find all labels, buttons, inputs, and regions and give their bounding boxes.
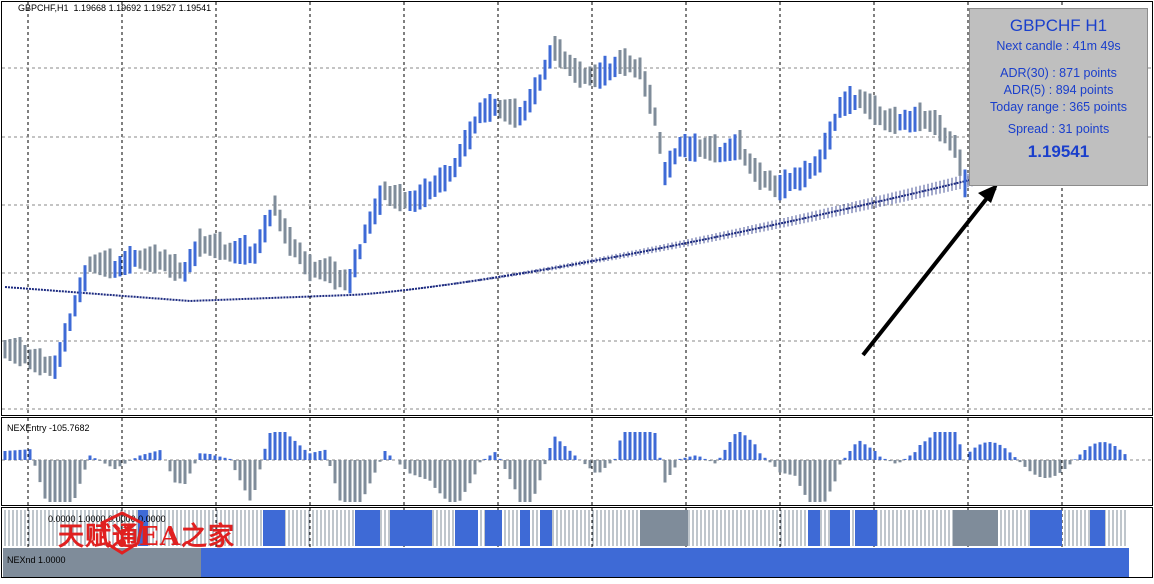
watermark-logo-icon xyxy=(100,511,144,555)
next-candle-timer: Next candle : 41m 49s xyxy=(996,39,1121,53)
trend-block xyxy=(455,510,478,546)
trend-block xyxy=(953,510,998,546)
panel-title: GBPCHF H1 xyxy=(1009,16,1108,35)
trend-block xyxy=(485,510,502,546)
adr5-value: ADR(5) : 894 points xyxy=(1003,83,1114,97)
trend-block xyxy=(138,510,148,546)
trend-block xyxy=(355,510,380,546)
ohlc-values: 1.19668 1.19692 1.19527 1.19541 xyxy=(73,3,212,13)
arrow-head-icon xyxy=(978,184,998,203)
oscillator-pane-border xyxy=(1,417,1153,506)
symbol-label: GBPCHF,H1 1.19668 1.19692 1.19527 1.1954… xyxy=(18,3,212,13)
watermark-text: 天赋通EA之家 xyxy=(58,522,235,552)
trend-block xyxy=(540,510,552,546)
trend-block xyxy=(1090,510,1105,546)
today-range-value: Today range : 365 points xyxy=(990,100,1127,114)
arrow-annotation xyxy=(861,186,997,357)
main-pane-border xyxy=(1,1,1153,416)
moving-average-line xyxy=(4,172,996,303)
trend-block xyxy=(1030,510,1062,546)
adr30-value: ADR(30) : 871 points xyxy=(1000,66,1117,80)
trend-block xyxy=(390,510,432,546)
current-price: 1.19541 xyxy=(1027,142,1090,161)
trend-band-bear xyxy=(3,548,201,577)
trend-block xyxy=(830,510,850,546)
trend-label-bottom: NEXnd 1.0000 xyxy=(7,555,66,565)
trend-block xyxy=(855,510,877,546)
trend-block xyxy=(263,510,285,546)
trend-pane-border xyxy=(1,507,1153,578)
info-panel: GBPCHF H1 Next candle : 41m 49s ADR(30) … xyxy=(969,8,1148,186)
trend-block xyxy=(808,510,820,546)
spread-value: Spread : 31 points xyxy=(1007,122,1110,136)
trend-block xyxy=(520,510,530,546)
trend-block xyxy=(640,510,688,546)
nexentry-label: NEXEntry -105.7682 xyxy=(7,423,90,433)
trend-band-bull xyxy=(201,548,1129,577)
